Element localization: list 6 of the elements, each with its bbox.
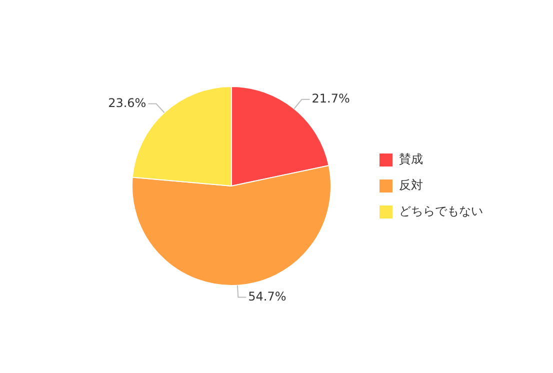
data-label: 21.7%: [312, 92, 350, 106]
legend-label: 反対: [399, 178, 423, 192]
data-label: 23.6%: [108, 96, 146, 110]
legend-label: どちらでもない: [399, 204, 483, 218]
data-label: 54.7%: [248, 289, 286, 304]
legend-label: 賛成: [399, 152, 423, 166]
